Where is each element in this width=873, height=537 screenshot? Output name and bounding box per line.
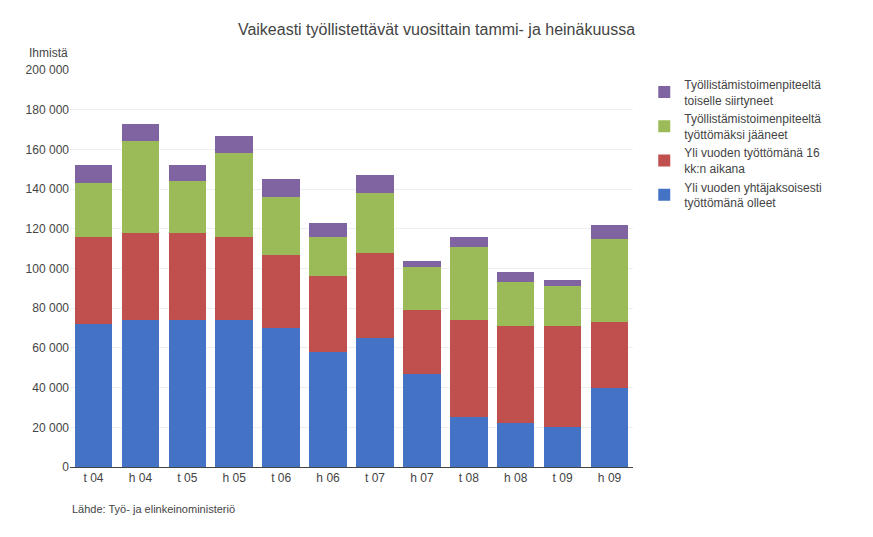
svg-text:h 07: h 07: [410, 471, 434, 485]
svg-text:180 000: 180 000: [26, 103, 70, 117]
svg-text:t 08: t 08: [459, 471, 479, 485]
svg-text:20 000: 20 000: [32, 421, 69, 435]
svg-text:h 05: h 05: [223, 471, 247, 485]
svg-text:Yli vuoden työttömänä 16kk:n a: Yli vuoden työttömänä 16kk:n aikana: [684, 146, 820, 176]
svg-text:160 000: 160 000: [26, 143, 70, 157]
svg-text:0: 0: [62, 460, 69, 474]
svg-text:h 04: h 04: [129, 471, 153, 485]
svg-text:Ihmistä: Ihmistä: [29, 46, 68, 60]
svg-text:140 000: 140 000: [26, 182, 70, 196]
svg-text:t 05: t 05: [177, 471, 197, 485]
svg-text:Yli vuoden yhtäjaksoisestityöt: Yli vuoden yhtäjaksoisestityöttömänä oll…: [684, 181, 821, 211]
svg-text:Lähde: Työ- ja elinkeinominist: Lähde: Työ- ja elinkeinoministeriö: [72, 503, 235, 515]
svg-text:Työllistämistoimenpiteeltätois: Työllistämistoimenpiteeltätoiselle siirt…: [684, 78, 821, 108]
svg-text:h 06: h 06: [316, 471, 340, 485]
svg-text:40 000: 40 000: [32, 381, 69, 395]
svg-text:Työllistämistoimenpiteeltätyöt: Työllistämistoimenpiteeltätyöttömäksi jä…: [684, 112, 821, 142]
svg-text:100 000: 100 000: [26, 262, 70, 276]
svg-text:120 000: 120 000: [26, 222, 70, 236]
svg-text:Vaikeasti työllistettävät vuos: Vaikeasti työllistettävät vuosittain tam…: [238, 21, 635, 38]
svg-text:t 09: t 09: [553, 471, 573, 485]
svg-text:t 06: t 06: [271, 471, 291, 485]
svg-text:200 000: 200 000: [26, 63, 70, 77]
svg-text:h 09: h 09: [598, 471, 622, 485]
svg-text:t 04: t 04: [83, 471, 103, 485]
svg-text:60 000: 60 000: [32, 341, 69, 355]
svg-text:80 000: 80 000: [32, 301, 69, 315]
svg-text:h 08: h 08: [504, 471, 528, 485]
svg-text:t 07: t 07: [365, 471, 385, 485]
